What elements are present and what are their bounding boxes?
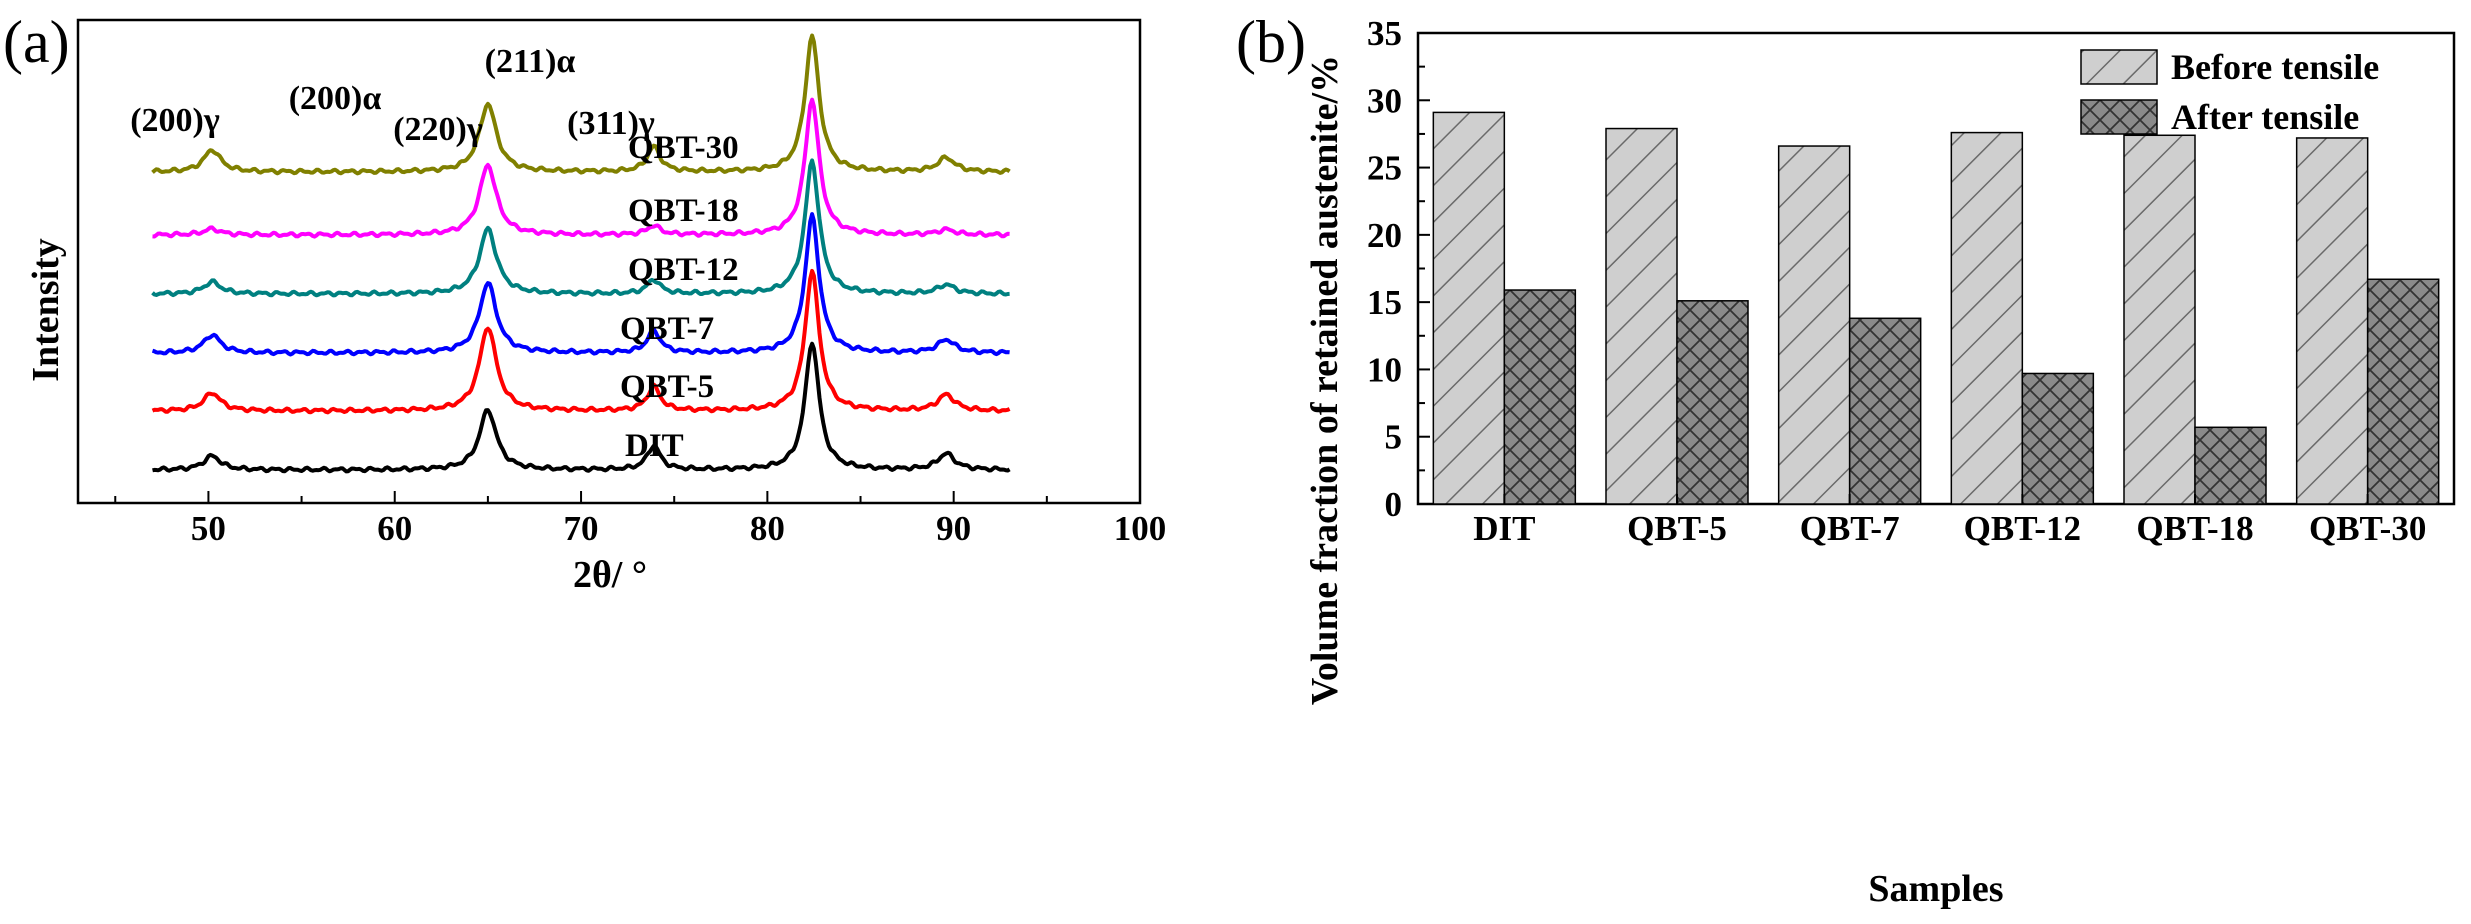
y-tick-label: 0 xyxy=(1385,485,1403,524)
x-category-label: QBT-12 xyxy=(1964,509,2081,548)
x-tick-label: 70 xyxy=(564,509,599,548)
y-tick-label: 15 xyxy=(1367,283,1402,322)
panel-a-x-axis: 50 60 70 80 90 100 xyxy=(114,491,1167,548)
trace-qbt-30 xyxy=(151,33,1011,176)
panel-a: (a) Intensity 50 60 70 80 90 100 (200)γ (200)α… xyxy=(3,9,1166,596)
y-tick-label: 20 xyxy=(1367,216,1402,255)
bar-after-tensile-qbt-12 xyxy=(2021,372,2095,505)
panel-a-traces xyxy=(151,33,1011,474)
bar-after-tensile-dit xyxy=(1503,289,1577,505)
trace-qbt-12 xyxy=(151,158,1010,298)
panel-b-xlabel: Samples xyxy=(1868,868,2003,910)
trace-qbt-18 xyxy=(152,97,1010,239)
x-category-label: QBT-7 xyxy=(1800,509,1900,548)
sample-label-qbt-30: QBT-30 xyxy=(628,130,739,166)
sample-label-qbt-18: QBT-18 xyxy=(628,193,739,229)
sample-label-dit: DIT xyxy=(625,428,684,464)
panel-b-x-axis: DIT QBT-5 QBT-7 QBT-12 QBT-18 QBT-30 xyxy=(1473,494,2426,548)
panel-b-bars xyxy=(1432,111,2440,505)
panel-a-xlabel: 2θ/ ° xyxy=(573,554,647,596)
x-tick-label: 90 xyxy=(936,509,971,548)
panel-b: (b) Volume fraction of retained austenit… xyxy=(1236,9,2456,910)
legend-swatch-before-tensile xyxy=(2080,49,2158,85)
trace-qbt-7 xyxy=(151,212,1010,357)
y-tick-label: 30 xyxy=(1367,81,1402,120)
panel-a-label: (a) xyxy=(3,9,70,75)
x-category-label: QBT-18 xyxy=(2136,509,2253,548)
panel-a-peak-labels: (200)γ (200)α (220)γ(211)α (311)γ xyxy=(130,43,655,148)
y-tick-label: 25 xyxy=(1367,149,1402,188)
panel-a-frame xyxy=(76,18,1142,505)
x-category-label: DIT xyxy=(1473,509,1535,548)
panel-a-sample-labels: DIT QBT-5 QBT-7 QBT-12 QBT-18 QBT-30 xyxy=(620,130,739,464)
bar-before-tensile-dit xyxy=(1432,111,1506,505)
panel-b-y-axis: 0 5 10 15 20 25 30 35 xyxy=(1367,14,1430,524)
sample-label-qbt-5: QBT-5 xyxy=(620,369,714,405)
panel-b-ylabel: Volume fraction of retained austenite/% xyxy=(1304,55,1346,705)
bar-before-tensile-qbt-30 xyxy=(2295,137,2369,505)
peak-label-200: (200)α xyxy=(289,80,382,117)
peak-label-311: (311)γ xyxy=(567,105,655,142)
legend-label-after-tensile: After tensile xyxy=(2171,97,2359,137)
panel-b-label: (b) xyxy=(1236,9,1306,75)
y-tick-label: 10 xyxy=(1367,350,1402,389)
bar-after-tensile-qbt-5 xyxy=(1676,300,1749,505)
x-tick-label: 80 xyxy=(750,509,785,548)
panel-a-ylabel: Intensity xyxy=(25,238,67,382)
y-tick-label: 5 xyxy=(1385,418,1403,457)
x-category-label: QBT-30 xyxy=(2309,509,2426,548)
sample-label-qbt-7: QBT-7 xyxy=(620,311,714,347)
panel-b-legend: Before tensile After tensile xyxy=(2080,47,2379,137)
bar-before-tensile-qbt-18 xyxy=(2123,134,2196,505)
peak-label-220: (220)γ xyxy=(393,111,483,148)
bar-before-tensile-qbt-5 xyxy=(1605,127,1678,505)
y-tick-label: 35 xyxy=(1367,14,1402,53)
peak-label-200: (200)γ xyxy=(130,102,220,139)
legend-label-before-tensile: Before tensile xyxy=(2171,47,2379,87)
x-tick-label: 60 xyxy=(377,509,412,548)
trace-dit xyxy=(152,341,1011,474)
x-tick-label: 50 xyxy=(191,509,226,548)
x-tick-label: 100 xyxy=(1114,509,1167,548)
bar-before-tensile-qbt-12 xyxy=(1950,131,2024,505)
sample-label-qbt-12: QBT-12 xyxy=(628,252,739,288)
legend-swatch-after-tensile xyxy=(2080,99,2158,135)
trace-qbt-5 xyxy=(151,268,1011,415)
bar-after-tensile-qbt-30 xyxy=(2366,278,2440,505)
bar-after-tensile-qbt-7 xyxy=(1848,317,1922,505)
peak-label-211: (211)α xyxy=(485,43,576,80)
x-category-label: QBT-5 xyxy=(1627,509,1727,548)
bar-after-tensile-qbt-18 xyxy=(2194,426,2267,505)
bar-before-tensile-qbt-7 xyxy=(1777,145,1851,505)
